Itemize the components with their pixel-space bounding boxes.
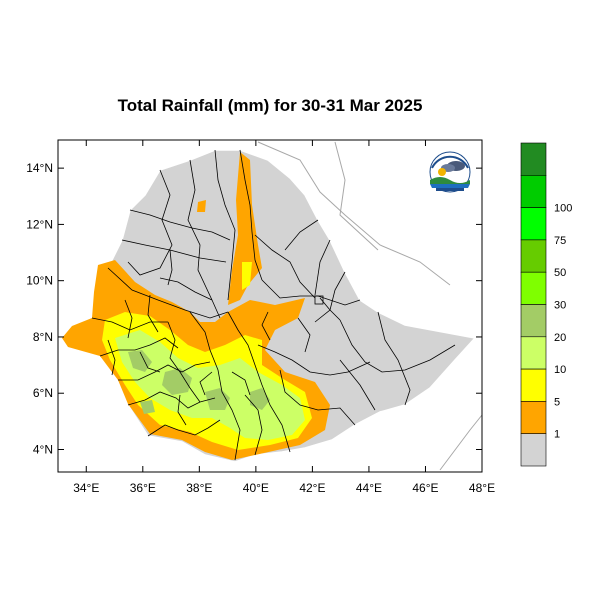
legend-label: 100 xyxy=(554,203,572,215)
y-tick-label: 8°N xyxy=(33,330,53,344)
legend-label: 10 xyxy=(554,364,566,376)
y-axis: 4°N 6°N 8°N 10°N 12°N 14°N xyxy=(26,161,482,456)
legend-swatch xyxy=(520,271,547,305)
y-tick-label: 4°N xyxy=(33,442,53,456)
y-tick-label: 6°N xyxy=(33,386,53,400)
legend-swatch xyxy=(520,304,547,338)
x-tick-label: 38°E xyxy=(186,481,212,495)
x-tick-label: 46°E xyxy=(412,481,438,495)
neighbour-borders xyxy=(257,141,482,471)
x-tick-label: 36°E xyxy=(130,481,156,495)
y-tick-label: 10°N xyxy=(26,274,53,288)
legend-label: 5 xyxy=(554,396,560,408)
meteorology-agency-logo xyxy=(429,151,471,193)
x-tick-label: 44°E xyxy=(356,481,382,495)
legend-label: 50 xyxy=(554,267,566,279)
legend-swatch xyxy=(520,239,547,273)
x-tick-label: 34°E xyxy=(73,481,99,495)
legend-label: 1 xyxy=(554,429,560,441)
y-tick-label: 14°N xyxy=(26,161,53,175)
x-tick-label: 48°E xyxy=(469,481,495,495)
y-tick-label: 12°N xyxy=(26,217,53,231)
x-tick-label: 40°E xyxy=(243,481,269,495)
legend-swatch xyxy=(520,207,547,241)
legend: 1 5 10 20 30 50 75 100 xyxy=(520,142,572,467)
legend-swatch xyxy=(520,175,547,208)
map-title: Total Rainfall (mm) for 30-31 Mar 2025 xyxy=(117,96,423,115)
legend-swatch xyxy=(520,336,547,370)
legend-label: 20 xyxy=(554,332,566,344)
legend-swatch xyxy=(520,433,547,467)
x-axis: 34°E 36°E 38°E 40°E 42°E 44°E 46°E 48°E xyxy=(73,140,495,495)
x-tick-label: 42°E xyxy=(299,481,325,495)
map-frame xyxy=(57,139,483,473)
admin-boundaries xyxy=(91,149,456,461)
legend-label: 30 xyxy=(554,300,566,312)
legend-label: 75 xyxy=(554,235,566,247)
legend-swatch xyxy=(520,142,547,176)
legend-swatch xyxy=(520,368,547,402)
legend-swatch xyxy=(520,401,547,434)
